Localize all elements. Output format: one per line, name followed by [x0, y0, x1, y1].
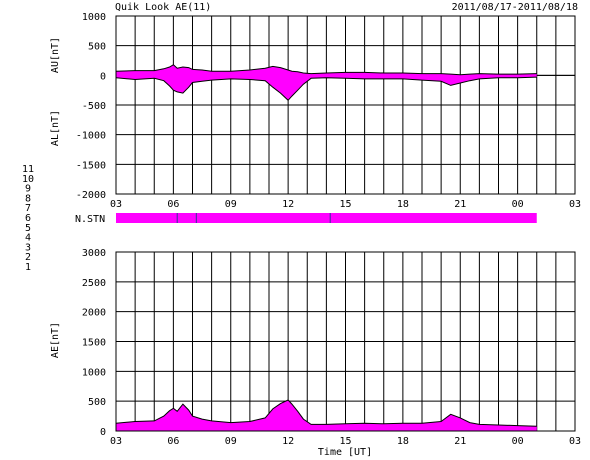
- y-tick-label: -1500: [76, 160, 106, 171]
- time-axis-label: Time [UT]: [318, 447, 372, 458]
- y-tick-label: -2000: [76, 190, 106, 201]
- al-axis-label: AL[nT]: [50, 110, 61, 146]
- station-bar-dropouts: [176, 213, 331, 223]
- y-tick-label: 1000: [82, 367, 106, 378]
- x-tick-label: 06: [167, 436, 179, 447]
- x-tick-label: 03: [110, 199, 122, 210]
- au-axis-label: AU[nT]: [50, 37, 61, 73]
- y-tick-label: 0: [100, 71, 106, 82]
- x-tick-label: 03: [110, 436, 122, 447]
- y-tick-label: 0: [100, 427, 106, 438]
- au-al-y-ticks: 1000 500 0 -500 -1000 -1500 -2000: [76, 12, 106, 201]
- x-tick-label: 09: [225, 436, 237, 447]
- date-range: 2011/08/17-2011/08/18: [452, 2, 578, 13]
- x-tick-label: 18: [397, 436, 409, 447]
- station-legend-item: 1: [25, 262, 31, 273]
- y-tick-label: -1000: [76, 131, 106, 142]
- x-tick-label: 21: [454, 199, 466, 210]
- x-tick-label: 00: [512, 436, 524, 447]
- y-tick-label: 500: [88, 42, 106, 53]
- ae-trace: [115, 399, 537, 427]
- station-legend-item: 3: [25, 242, 31, 253]
- x-tick-label: 12: [282, 199, 294, 210]
- station-legend-item: 11: [22, 164, 34, 175]
- x-tick-label: 18: [397, 199, 409, 210]
- x-tick-label: 15: [339, 436, 351, 447]
- station-bar: [116, 213, 537, 223]
- ae-grid: [116, 251, 575, 432]
- y-tick-label: 2000: [82, 308, 106, 319]
- y-tick-label: 3000: [82, 248, 106, 259]
- au-al-grid: [116, 15, 575, 195]
- ae-y-ticks: 3000 2500 2000 1500 1000 500 0: [82, 248, 106, 438]
- station-legend-item: 7: [25, 203, 31, 214]
- y-tick-label: 1000: [82, 12, 106, 23]
- station-legend-item: 8: [25, 193, 31, 204]
- station-legend-item: 2: [25, 252, 31, 263]
- au-al-frame: [115, 15, 576, 195]
- station-legend-item: 5: [25, 223, 31, 234]
- x-tick-label: 09: [225, 199, 237, 210]
- au-trace: [115, 64, 537, 76]
- y-tick-label: 500: [88, 397, 106, 408]
- x-tick-label: 03: [569, 199, 581, 210]
- ae-axis-label: AE[nT]: [50, 322, 61, 358]
- ae-frame: [115, 251, 576, 432]
- station-bar-label: N.STN: [75, 214, 105, 225]
- x-tick-label: 06: [167, 199, 179, 210]
- au-al-panel: 1000 500 0 -500 -1000 -1500 -2000 03 06 09 12 15 18…: [50, 12, 581, 210]
- x-tick-label: 12: [282, 436, 294, 447]
- station-legend-item: 6: [25, 213, 31, 224]
- al-trace: [115, 76, 537, 102]
- chart-title: Quik Look AE(11): [115, 2, 211, 13]
- station-legend-item: 4: [25, 233, 31, 244]
- au-al-x-ticks: 03 06 09 12 15 18 21 00 03: [110, 199, 581, 210]
- x-tick-label: 03: [569, 436, 581, 447]
- ae-area: [116, 400, 537, 431]
- x-tick-label: 00: [512, 199, 524, 210]
- station-legend-item: 10: [22, 174, 34, 185]
- y-tick-label: 1500: [82, 338, 106, 349]
- ae-x-ticks: 03 06 09 12 15 18 21 00 03: [110, 436, 581, 447]
- x-tick-label: 15: [339, 199, 351, 210]
- y-tick-label: -500: [82, 101, 106, 112]
- station-legend-item: 9: [25, 184, 31, 195]
- station-bar-panel: N.STN: [75, 213, 537, 225]
- y-tick-label: 2500: [82, 278, 106, 289]
- x-tick-label: 21: [454, 436, 466, 447]
